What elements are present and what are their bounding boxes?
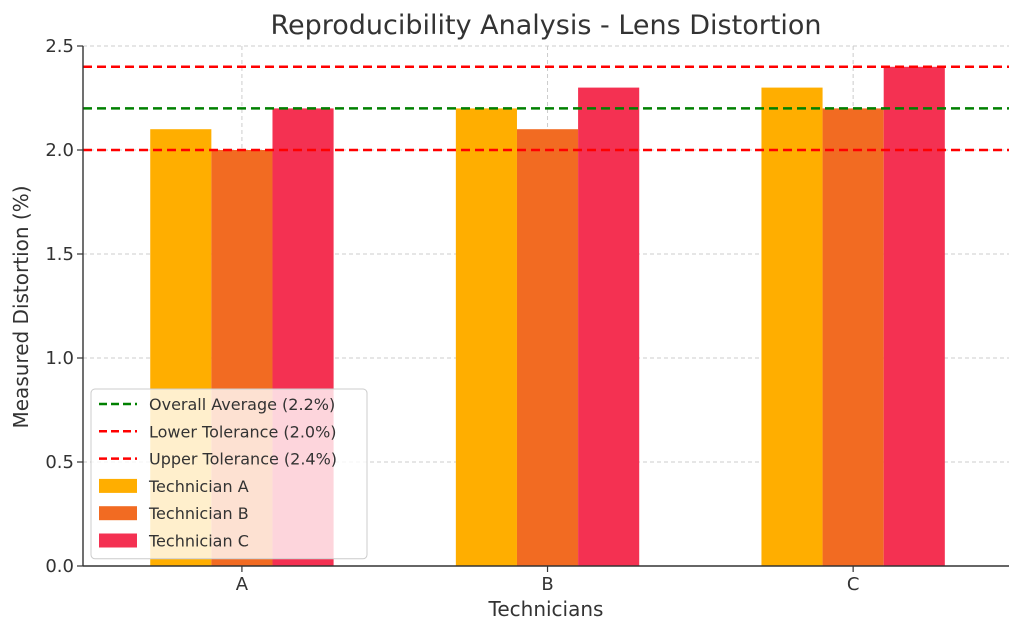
legend-label-5: Technician C xyxy=(148,532,249,551)
x-tick-label-A: A xyxy=(236,574,249,595)
y-tick-label-4: 2.0 xyxy=(45,140,74,161)
legend-color-swatch-3 xyxy=(99,478,137,493)
bar-C-0 xyxy=(761,87,823,566)
legend-label-3: Technician A xyxy=(148,477,249,496)
x-tick-label-B: B xyxy=(541,574,553,595)
y-tick-label-3: 1.5 xyxy=(45,244,74,265)
legend-frame xyxy=(90,388,368,560)
y-axis-label: Measured Distortion (%) xyxy=(9,185,33,428)
axes: 0.0 0.5 1.0 1.5 2.0 2.5 A B C xyxy=(45,36,1009,595)
legend: Overall Average (2.2%) Lower Tolerance (2… xyxy=(90,388,368,560)
bar-B-2 xyxy=(578,87,640,566)
reference-lines xyxy=(83,65,1009,152)
y-tick-label-1: 0.5 xyxy=(45,452,74,473)
legend-label-4: Technician B xyxy=(148,504,249,523)
legend-label-0: Overall Average (2.2%) xyxy=(149,395,335,414)
x-axis-label: Technicians xyxy=(488,597,604,621)
x-tick-label-C: C xyxy=(847,574,860,595)
y-tick-label-5: 2.5 xyxy=(45,36,74,57)
y-tick-label-0: 0.0 xyxy=(45,556,74,577)
chart-title: Reproducibility Analysis - Lens Distorti… xyxy=(270,10,821,41)
legend-color-swatch-5 xyxy=(99,533,137,548)
bar-C-2 xyxy=(883,66,945,567)
bar-B-1 xyxy=(516,129,579,566)
legend-label-1: Lower Tolerance (2.0%) xyxy=(149,422,337,441)
y-tick-label-2: 1.0 xyxy=(45,348,74,369)
bar-B-0 xyxy=(455,108,517,567)
legend-label-2: Upper Tolerance (2.4%) xyxy=(149,450,337,469)
legend-color-swatch-4 xyxy=(99,506,137,521)
bar-C-1 xyxy=(822,108,884,567)
